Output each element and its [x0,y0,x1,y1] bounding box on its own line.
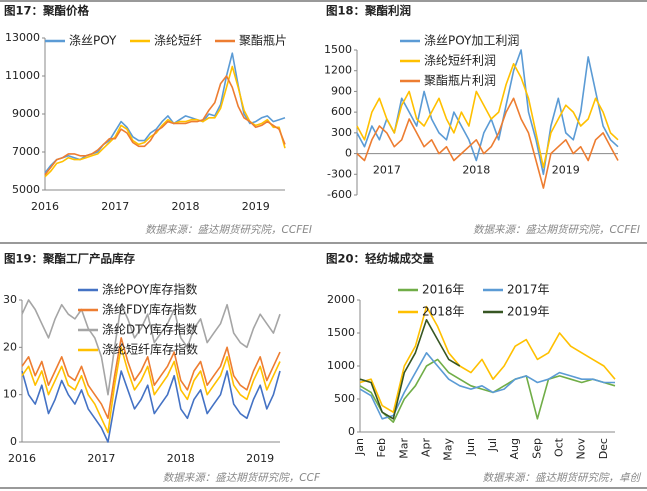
y-tick-label: 11000 [5,69,40,82]
series-line [21,337,281,420]
series-line [359,358,616,423]
legend-label: 2017年 [507,283,550,297]
y-tick-label: 7000 [12,145,40,158]
series-line [359,319,461,420]
series-line [359,352,615,420]
y-tick-label: -300 [327,167,352,180]
source-note: 数据来源：盛达期货研究院，CCFEI [473,224,640,236]
y-tick-label: 0 [348,425,355,438]
y-tick-label: 1000 [327,359,355,372]
series-line [44,52,286,174]
legend-label: 涤丝POY加工利润 [424,34,519,48]
source-note: 数据来源：盛达期货研究院，卓创 [483,472,642,484]
legend-label: 2016年 [422,283,465,297]
x-tick-label: Oct [553,437,566,457]
series-line [356,97,619,189]
legend-label: 涤纶POY库存指数 [102,282,197,297]
x-tick-label: Mar [397,438,410,459]
x-tick-label: Jun [464,438,477,456]
legend-label: 涤纶短纤利润 [424,54,496,68]
y-tick-label: 600 [331,105,352,118]
chart-title: 图20：轻纺城成交量 [326,252,435,266]
x-tick-label: 2019 [246,452,274,465]
y-tick-label: 1500 [327,326,355,339]
x-tick-label: 2017 [373,164,401,177]
series-line [21,370,281,443]
legend-label: 涤纶FDY库存指数 [102,302,197,317]
y-tick-label: 2000 [327,293,355,306]
y-tick-label: 1200 [324,64,352,77]
x-tick-label: 2019 [552,164,580,177]
x-tick-label: Nov [575,438,588,460]
series-line [21,299,281,396]
x-tick-label: Jul [486,438,499,452]
x-tick-label: 2017 [101,200,129,213]
series-line [44,75,286,176]
x-tick-label: 2019 [242,200,270,213]
chart-title: 图17：聚酯价格 [4,4,90,18]
legend-label: 涤纶短纤 [154,34,202,48]
y-tick-label: 9000 [12,107,40,120]
legend-label: 涤纶DTY库存指数 [102,322,198,337]
y-tick-label: -600 [327,188,352,201]
x-tick-label: 2017 [87,452,115,465]
chart-title: 图18：聚酯利润 [326,4,411,18]
series-line [359,305,616,413]
x-tick-label: 2016 [31,200,59,213]
x-tick-label: Sep [530,438,543,459]
y-tick-label: 300 [331,126,352,139]
x-tick-label: Feb [375,438,388,457]
x-tick-label: 2018 [462,164,490,177]
legend-label: 涤丝POY [69,34,117,48]
x-tick-label: 2018 [167,452,195,465]
series-line [356,63,619,169]
x-tick-label: Jan [353,438,366,456]
y-tick-label: 1500 [324,43,352,56]
y-tick-label: 20 [3,340,17,353]
y-tick-label: 0 [10,435,17,448]
series-line [21,346,281,434]
x-tick-label: May [442,438,455,461]
x-tick-label: 2018 [171,200,199,213]
y-tick-label: 5000 [12,183,40,196]
legend-label: 2018年 [422,305,465,319]
y-tick-label: 30 [3,293,17,306]
legend-label: 涤纶短纤库存指数 [102,342,198,357]
series-line [44,65,286,178]
chart-title: 图19：聚酯工厂产品库存 [4,252,136,266]
legend-label: 聚酯瓶片利润 [424,74,496,88]
y-tick-label: 10 [3,388,17,401]
y-tick-label: 500 [334,392,355,405]
x-tick-label: 2016 [8,452,36,465]
x-tick-label: Apr [420,438,433,458]
legend-label: 聚酯瓶片 [239,34,287,48]
x-tick-label: Aug [508,438,521,459]
y-tick-label: 13000 [5,31,40,44]
x-tick-label: Dec [597,438,610,459]
legend-label: 2019年 [507,305,550,319]
y-tick-label: 0 [345,147,352,160]
source-note: 数据来源：盛达期货研究院，CCFEI [145,224,312,236]
source-note: 数据来源：盛达期货研究院，CCF [163,472,321,484]
series-line [356,49,619,176]
y-tick-label: 900 [331,84,352,97]
